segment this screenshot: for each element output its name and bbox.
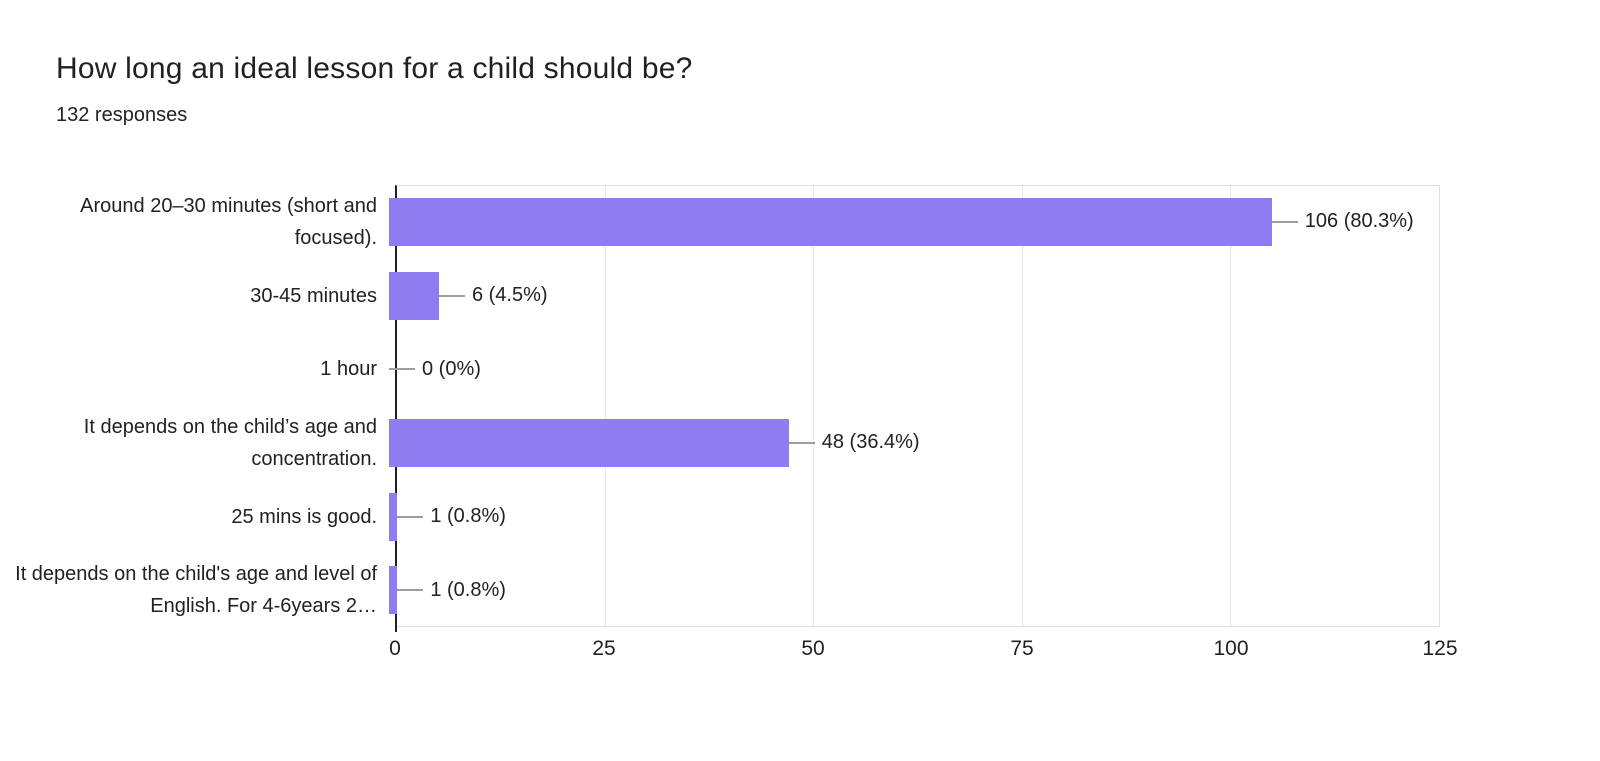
value-connector-line <box>438 294 465 297</box>
bar <box>389 197 1272 246</box>
value-label: 1 (0.8%) <box>430 505 506 528</box>
value-connector-line <box>788 441 815 444</box>
chart-row: 30-45 minutes 6 (4.5%) <box>0 259 1600 333</box>
chart-row: It depends on the child's age and level … <box>0 553 1600 627</box>
chart-title: How long an ideal lesson for a child sho… <box>56 52 693 85</box>
x-axis-tick: 25 <box>592 637 616 660</box>
chart-rows: Around 20–30 minutes (short and focused)… <box>0 185 1600 627</box>
x-axis-tick: 50 <box>801 637 825 660</box>
response-count: 132 responses <box>56 104 188 126</box>
chart-row: 25 mins is good. 1 (0.8%) <box>0 480 1600 554</box>
bar <box>389 271 439 320</box>
bar-zone: 1 (0.8%) <box>389 566 1430 615</box>
value-connector-line <box>397 589 424 592</box>
value-label: 48 (36.4%) <box>821 431 920 454</box>
bar <box>389 492 398 541</box>
bar-chart: Around 20–30 minutes (short and focused)… <box>0 185 1600 660</box>
bar-zone: 6 (4.5%) <box>389 271 1430 320</box>
bar-zone: 106 (80.3%) <box>389 197 1430 246</box>
x-axis-tick: 125 <box>1422 637 1458 660</box>
category-label: It depends on the child’s age and concen… <box>83 415 377 470</box>
category-label: 1 hour <box>320 358 377 381</box>
x-axis: 0 25 50 75 100 125 <box>389 637 1457 667</box>
plot-area <box>395 185 1440 632</box>
value-label: 106 (80.3%) <box>1304 210 1414 233</box>
bar-zone: 1 (0.8%) <box>389 492 1430 541</box>
bar-zone: 0 (0%) <box>389 345 1430 393</box>
bar <box>389 566 398 615</box>
category-label: 30-45 minutes <box>250 284 377 307</box>
chart-row: 1 hour 0 (0%) <box>0 332 1600 406</box>
category-label: 25 mins is good. <box>231 505 377 528</box>
chart-row: It depends on the child’s age and concen… <box>0 406 1600 480</box>
category-label: It depends on the child's age and level … <box>15 563 377 618</box>
value-label: 6 (4.5%) <box>471 284 548 306</box>
x-axis-tick: 75 <box>1010 637 1034 660</box>
bar-zone: 48 (36.4%) <box>389 418 1430 467</box>
bar <box>389 418 789 467</box>
category-label: Around 20–30 minutes (short and focused)… <box>80 194 377 249</box>
value-label: 0 (0%) <box>422 357 481 380</box>
chart-row: Around 20–30 minutes (short and focused)… <box>0 185 1600 259</box>
value-label: 1 (0.8%) <box>430 578 506 601</box>
value-connector-line <box>397 515 424 518</box>
x-axis-tick: 0 <box>389 637 401 660</box>
x-axis-tick: 100 <box>1213 637 1249 660</box>
value-connector-line <box>1271 220 1298 223</box>
value-connector-line <box>389 368 415 371</box>
